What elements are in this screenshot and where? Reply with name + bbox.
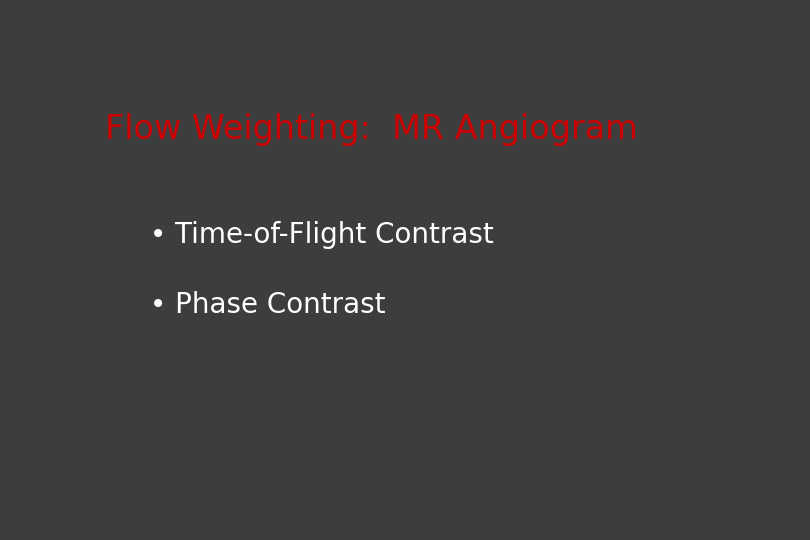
Text: • Time-of-Flight Contrast: • Time-of-Flight Contrast (150, 221, 493, 249)
Text: • Phase Contrast: • Phase Contrast (150, 291, 386, 319)
Text: Flow Weighting:  MR Angiogram: Flow Weighting: MR Angiogram (105, 113, 638, 146)
